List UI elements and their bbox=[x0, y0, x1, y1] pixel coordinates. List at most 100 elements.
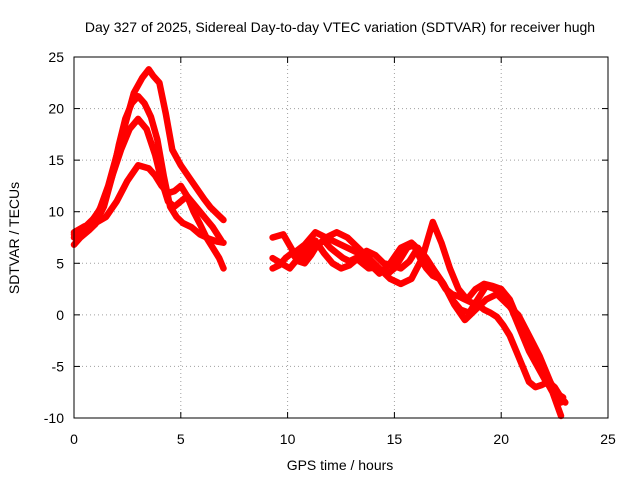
data-point-marker bbox=[455, 286, 462, 293]
data-point-marker bbox=[472, 306, 479, 313]
data-point-marker bbox=[220, 265, 227, 272]
data-point-marker bbox=[92, 213, 99, 220]
y-tick-label: 5 bbox=[56, 255, 64, 271]
data-point-marker bbox=[515, 311, 522, 318]
data-series bbox=[70, 66, 569, 420]
satellite-track-8 bbox=[290, 229, 565, 406]
data-point-marker bbox=[216, 255, 223, 262]
plot-frame bbox=[73, 56, 609, 419]
data-point-marker bbox=[446, 265, 453, 272]
data-point-marker bbox=[280, 231, 287, 238]
data-point-marker bbox=[323, 234, 330, 241]
data-point-marker bbox=[312, 244, 319, 251]
data-point-marker bbox=[286, 265, 293, 272]
data-point-marker bbox=[481, 280, 488, 287]
data-point-marker bbox=[141, 100, 148, 107]
data-point-marker bbox=[150, 72, 157, 79]
data-point-marker bbox=[408, 275, 415, 282]
y-tick-label: -5 bbox=[52, 358, 65, 374]
data-point-marker bbox=[269, 265, 276, 272]
data-point-marker bbox=[177, 198, 184, 205]
data-point-marker bbox=[344, 234, 351, 241]
data-point-marker bbox=[506, 332, 513, 339]
data-point-marker bbox=[406, 258, 413, 265]
data-point-marker bbox=[397, 280, 404, 287]
data-point-marker bbox=[169, 146, 176, 153]
data-point-marker bbox=[487, 309, 494, 316]
y-tick-label: 0 bbox=[56, 307, 64, 323]
data-point-marker bbox=[152, 151, 159, 158]
data-point-marker bbox=[506, 296, 513, 303]
data-point-marker bbox=[327, 244, 334, 251]
data-point-marker bbox=[177, 182, 184, 189]
data-point-marker bbox=[278, 260, 285, 267]
data-point-marker bbox=[117, 146, 124, 153]
data-point-marker bbox=[301, 241, 308, 248]
data-point-marker bbox=[513, 347, 520, 354]
data-point-marker bbox=[301, 255, 308, 262]
data-point-marker bbox=[92, 220, 99, 227]
x-tick-label: 20 bbox=[493, 431, 509, 447]
data-point-marker bbox=[481, 306, 488, 313]
y-axis-label: SDTVAR / TECUs bbox=[6, 182, 22, 294]
x-tick-label: 15 bbox=[387, 431, 403, 447]
data-point-marker bbox=[291, 249, 298, 256]
data-point-marker bbox=[197, 221, 204, 228]
data-point-marker bbox=[214, 210, 221, 217]
y-tick-label: -10 bbox=[44, 410, 64, 426]
chart-title: Day 327 of 2025, Sidereal Day-to-day VTE… bbox=[85, 19, 595, 35]
data-point-marker bbox=[493, 313, 500, 320]
data-point-marker bbox=[320, 249, 327, 256]
data-point-marker bbox=[376, 270, 383, 277]
data-point-marker bbox=[387, 260, 394, 267]
data-point-marker bbox=[451, 301, 458, 308]
data-point-marker bbox=[158, 182, 165, 189]
data-point-marker bbox=[547, 378, 554, 385]
data-point-marker bbox=[164, 190, 171, 197]
data-point-marker bbox=[113, 198, 120, 205]
data-point-marker bbox=[372, 252, 379, 259]
data-point-marker bbox=[504, 301, 511, 308]
data-point-marker bbox=[525, 332, 532, 339]
x-tick-label: 5 bbox=[177, 431, 185, 447]
data-point-marker bbox=[177, 162, 184, 169]
data-point-marker bbox=[429, 219, 436, 226]
data-point-marker bbox=[536, 353, 543, 360]
satellite-track-4 bbox=[70, 162, 227, 272]
data-point-marker bbox=[201, 213, 208, 220]
data-point-marker bbox=[500, 322, 507, 329]
axis-ticks: 0 5 10 15 20 25 -10 -5 0 5 10 15 20 25 bbox=[44, 49, 616, 447]
data-point-marker bbox=[558, 399, 565, 406]
data-point-marker bbox=[474, 296, 481, 303]
data-point-marker bbox=[346, 262, 353, 269]
x-axis-label: GPS time / hours bbox=[287, 457, 394, 473]
data-point-marker bbox=[179, 220, 186, 227]
data-point-marker bbox=[109, 172, 116, 179]
data-point-marker bbox=[171, 188, 178, 195]
data-point-marker bbox=[519, 363, 526, 370]
data-point-marker bbox=[532, 358, 539, 365]
x-tick-label: 0 bbox=[70, 431, 78, 447]
data-point-marker bbox=[333, 249, 340, 256]
data-point-marker bbox=[464, 296, 471, 303]
data-point-marker bbox=[269, 255, 276, 262]
data-point-marker bbox=[164, 198, 171, 205]
data-point-marker bbox=[135, 115, 142, 122]
data-point-marker bbox=[162, 110, 169, 117]
y-tick-label: 10 bbox=[48, 204, 64, 220]
data-point-marker bbox=[139, 74, 146, 81]
data-point-marker bbox=[493, 291, 500, 298]
y-tick-label: 15 bbox=[48, 152, 64, 168]
data-point-marker bbox=[122, 121, 129, 128]
data-point-marker bbox=[156, 79, 163, 86]
data-point-marker bbox=[333, 239, 340, 246]
data-point-marker bbox=[209, 244, 216, 251]
data-point-marker bbox=[145, 165, 152, 172]
data-point-marker bbox=[472, 286, 479, 293]
data-point-marker bbox=[201, 196, 208, 203]
data-point-marker bbox=[209, 224, 216, 231]
data-point-marker bbox=[194, 187, 201, 194]
data-point-marker bbox=[190, 208, 197, 215]
data-point-marker bbox=[538, 381, 545, 388]
